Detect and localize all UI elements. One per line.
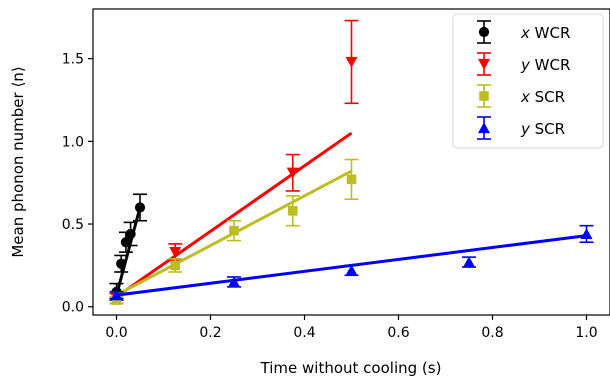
legend-label-rest: SCR xyxy=(530,120,565,138)
data-marker xyxy=(287,205,298,216)
legend-label: y SCR xyxy=(520,120,565,138)
data-marker xyxy=(580,228,593,240)
data-point xyxy=(344,264,359,277)
plot-layer xyxy=(109,19,594,305)
data-marker xyxy=(286,167,299,179)
legend-label: x WCR xyxy=(520,24,570,42)
y-tick-label: 0.0 xyxy=(62,300,84,316)
data-point xyxy=(168,257,183,273)
legend-label-axis: x xyxy=(520,88,530,106)
legend-entry: y WCR xyxy=(477,52,570,76)
x-tick-label: 1.0 xyxy=(575,325,597,341)
data-marker xyxy=(169,247,182,258)
legend-label-rest: WCR xyxy=(530,24,571,42)
legend-label-axis: y xyxy=(520,56,531,74)
legend-label-axis: x xyxy=(520,24,530,42)
legend-marker xyxy=(479,91,489,101)
fit-line xyxy=(115,131,353,299)
data-marker xyxy=(346,174,357,185)
legend-entry: x WCR xyxy=(477,20,570,44)
legend-label: x SCR xyxy=(520,88,565,106)
x-tick-label: 0.0 xyxy=(105,325,127,341)
data-point xyxy=(462,256,476,268)
legend-label-axis: y xyxy=(520,120,531,138)
legend-label: y WCR xyxy=(520,56,570,74)
data-marker xyxy=(463,256,475,268)
data-point xyxy=(285,153,300,192)
data-marker xyxy=(110,289,123,301)
x-tick-label: 0.6 xyxy=(387,325,409,341)
data-point xyxy=(123,221,138,247)
legend-entry: x SCR xyxy=(477,84,565,108)
data-point xyxy=(133,193,147,222)
data-point xyxy=(114,254,129,273)
data-point xyxy=(344,158,359,201)
y-tick-label: 1.5 xyxy=(62,52,84,68)
legend-label-rest: SCR xyxy=(530,88,565,106)
legend-box xyxy=(452,13,604,149)
data-point xyxy=(344,19,359,105)
data-marker xyxy=(125,228,136,240)
data-marker xyxy=(229,225,239,236)
data-marker xyxy=(228,276,240,288)
data-point xyxy=(109,289,124,301)
legend-marker xyxy=(478,58,490,70)
x-tick-label: 0.4 xyxy=(293,325,315,341)
x-axis-label: Time without cooling (s) xyxy=(260,359,442,377)
data-point xyxy=(285,195,300,227)
data-point xyxy=(227,276,241,288)
legend-label-rest: WCR xyxy=(530,56,571,74)
series-4 xyxy=(109,224,594,301)
y-axis-label: Mean phonon number ⟨n⟩ xyxy=(9,66,27,257)
data-marker xyxy=(345,56,358,68)
data-marker xyxy=(170,260,181,271)
y-tick-label: 1.0 xyxy=(62,134,84,150)
y-tick-label: 0.5 xyxy=(62,217,84,233)
x-tick-label: 0.2 xyxy=(199,325,221,341)
data-point xyxy=(579,224,594,244)
series-1 xyxy=(109,193,147,301)
axes-layer: 0.0 0.2 0.4 0.6 0.8 1.0 0.0 0.5 1.0 1.5 xyxy=(62,8,610,341)
legend-marker xyxy=(478,122,490,134)
legend-marker xyxy=(478,26,490,38)
data-point xyxy=(227,219,241,242)
x-tick-label: 0.8 xyxy=(481,325,503,341)
series-2 xyxy=(109,19,359,305)
data-marker xyxy=(345,264,358,276)
plot-frame xyxy=(92,8,610,316)
data-marker xyxy=(134,202,146,213)
legend-entry: y SCR xyxy=(477,116,565,140)
data-marker xyxy=(116,258,127,269)
